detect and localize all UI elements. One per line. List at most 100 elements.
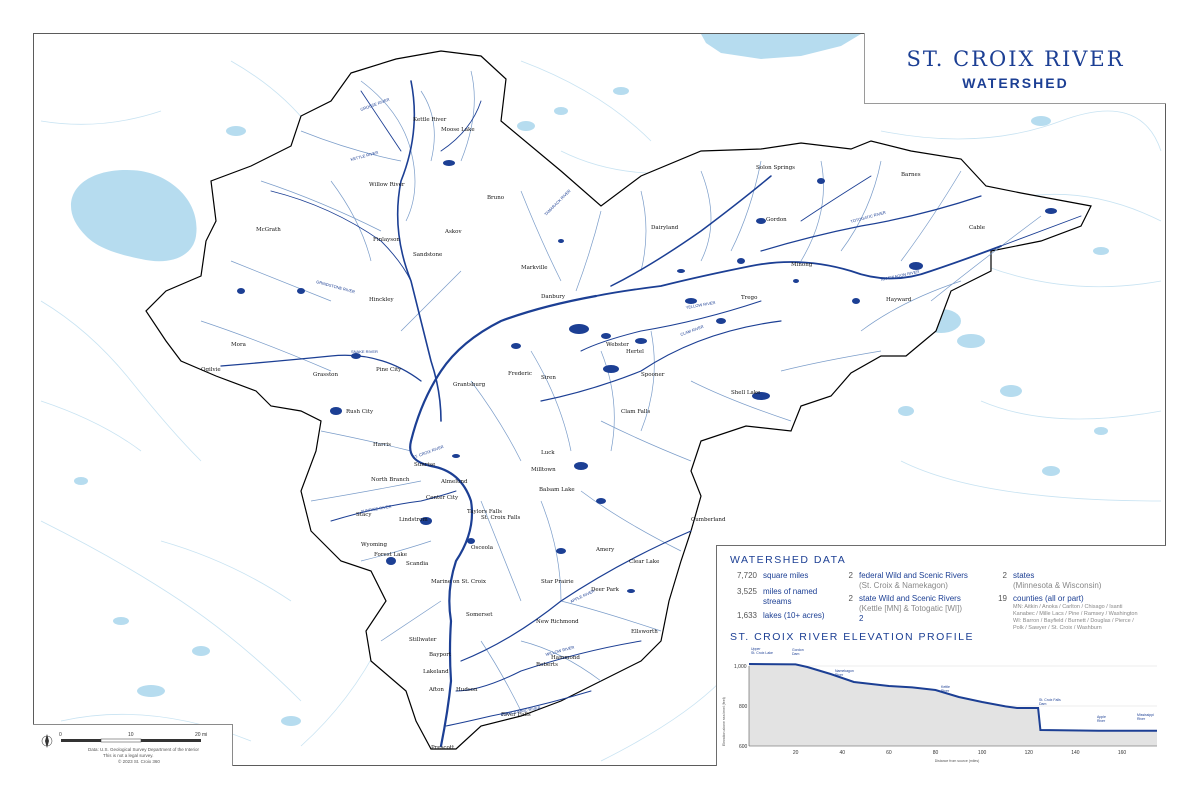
town-label: Somerset [466, 612, 493, 618]
town-label: Stacy [356, 512, 372, 518]
map-frame: Kettle River Moose Lake Willow River McG… [33, 33, 1166, 766]
town-label: Bayport [429, 652, 452, 658]
x-tick: 60 [886, 750, 892, 756]
town-label: Trego [741, 295, 758, 301]
annotation: Gordon [792, 648, 804, 652]
watershed-data-panel: WATERSHED DATA 7,720 square miles 3,525 mi… [716, 545, 1166, 766]
x-axis-ticks: 20 40 60 80 100 120 140 160 [793, 750, 1127, 756]
town-label: Prescott [431, 745, 455, 751]
x-tick: 140 [1071, 750, 1080, 756]
watershed-map[interactable]: Kettle River Moose Lake Willow River McG… [34, 34, 1166, 766]
title-box: ST. CROIX RIVER WATERSHED [864, 33, 1166, 104]
town-label: Siren [541, 375, 556, 381]
river-label: SNAKE RIVER [351, 349, 378, 354]
scale-bar: 0 10 20 mi [41, 732, 207, 748]
town-label: Sandstone [413, 252, 442, 258]
town-label: Osceola [471, 545, 494, 551]
stat-federal-rivers: 2 federal Wild and Scenic Rivers (St. Croi… [848, 571, 968, 590]
willow-river [455, 640, 642, 692]
town-label: McGrath [256, 227, 281, 233]
yellow-river [580, 300, 762, 352]
scale-bar-box: 0 10 20 mi Data: U.S. Geological Survey … [33, 724, 233, 766]
watershed-data-heading: WATERSHED DATA [730, 554, 847, 566]
town-label: North Branch [371, 477, 410, 483]
elevation-area [749, 664, 1157, 746]
annotation: St. Croix Lake [751, 651, 773, 655]
x-axis-label: Distance from source (miles) [935, 759, 980, 763]
county-list: MN: Aitkin / Anoka / Carlton / Chisago /… [1013, 604, 1138, 631]
annotation: Mississippi [1137, 713, 1154, 717]
town-label: Hinckley [369, 297, 395, 303]
town-label: Mora [231, 342, 247, 348]
town-label: Center City [426, 495, 459, 501]
annotation: River [1097, 719, 1106, 723]
town-label: Star Prairie [541, 579, 574, 585]
town-label: St. Croix Falls [481, 515, 520, 521]
stat-streams: 3,525 miles of named streams [736, 587, 818, 606]
north-arrow-icon [45, 734, 49, 748]
kinnickinnic-river [445, 690, 592, 727]
town-label: Minong [791, 262, 813, 268]
town-label: Milltown [531, 467, 556, 473]
annotation: River [1137, 717, 1146, 721]
x-tick: 100 [978, 750, 987, 756]
town-label: Bruno [487, 195, 505, 201]
annotation: Apple [1097, 715, 1106, 719]
snake-river [220, 354, 422, 382]
stat-states: 2 states (Minnesota & Wisconsin) [1002, 571, 1102, 590]
town-label: Balsam Lake [539, 487, 575, 493]
town-label: Deer Park [591, 587, 620, 593]
profile-annotations: Upper St. Croix Lake Gordon Dam Namekago… [751, 647, 1154, 723]
totogatic-river [760, 195, 982, 252]
town-label: Grantsburg [453, 382, 486, 388]
town-label: Amery [595, 547, 615, 553]
river-label: KINNICKINNIC RIVER [500, 705, 541, 717]
apple-river [460, 530, 692, 662]
st-croix-river [409, 294, 598, 748]
credit-line-1: Data: U.S. Geological Survey Department … [88, 747, 200, 752]
town-label: Markville [521, 265, 548, 271]
x-tick: 160 [1118, 750, 1127, 756]
town-label: Barnes [901, 172, 921, 178]
x-tick: 40 [840, 750, 846, 756]
town-label: Hayward [886, 297, 912, 303]
elevation-profile-heading: ST. CROIX RIVER ELEVATION PROFILE [730, 631, 974, 643]
town-label: Lindstrom [399, 517, 428, 523]
town-label: Danbury [541, 294, 566, 300]
river-label: YELLOW RIVER [685, 300, 716, 310]
town-label: Scandia [406, 561, 429, 567]
map-title: ST. CROIX RIVER [906, 47, 1125, 71]
y-axis-ticks: 1,000 800 600 [734, 664, 748, 750]
town-label: Hammond [551, 655, 580, 661]
stat-counties: 19 counties (all or part) [998, 594, 1084, 603]
town-label: Clam Falls [621, 409, 650, 415]
town-label: Cumberland [691, 517, 726, 523]
town-label: Taylors Falls [467, 509, 502, 515]
town-label: Spooner [641, 372, 665, 378]
lake-superior [701, 34, 861, 59]
namekagon-river [595, 245, 1002, 297]
town-label: Kettle River [413, 117, 447, 123]
town-label: Gordon [766, 217, 787, 223]
town-label: Forest Lake [374, 552, 407, 558]
town-label: Stillwater [409, 637, 437, 643]
annotation: Kettle [941, 685, 950, 689]
town-label: Ellsworth [631, 629, 658, 635]
clam-river [540, 320, 782, 402]
river-label: SUNRISE RIVER [360, 504, 392, 514]
town-label: Finlayson [373, 237, 400, 243]
elevation-profile-chart[interactable]: 1,000 800 600 Elevation above sea level … [717, 646, 1167, 771]
town-label: Clear Lake [629, 559, 659, 565]
town-label: River Falls [501, 712, 531, 718]
scale-tick-20: 20 mi [195, 732, 207, 738]
sunrise-river [330, 490, 457, 522]
x-tick: 80 [933, 750, 939, 756]
scale-tick-10: 10 [128, 732, 134, 738]
town-label: Webster [606, 342, 629, 348]
town-labels: Kettle River Moose Lake Willow River McG… [201, 117, 985, 751]
town-label: Lakeland [423, 669, 449, 675]
town-label: Almelund [440, 479, 468, 485]
annotation: River [941, 689, 950, 693]
town-label: Sunrise [414, 462, 435, 468]
elevation-line [748, 663, 1157, 732]
